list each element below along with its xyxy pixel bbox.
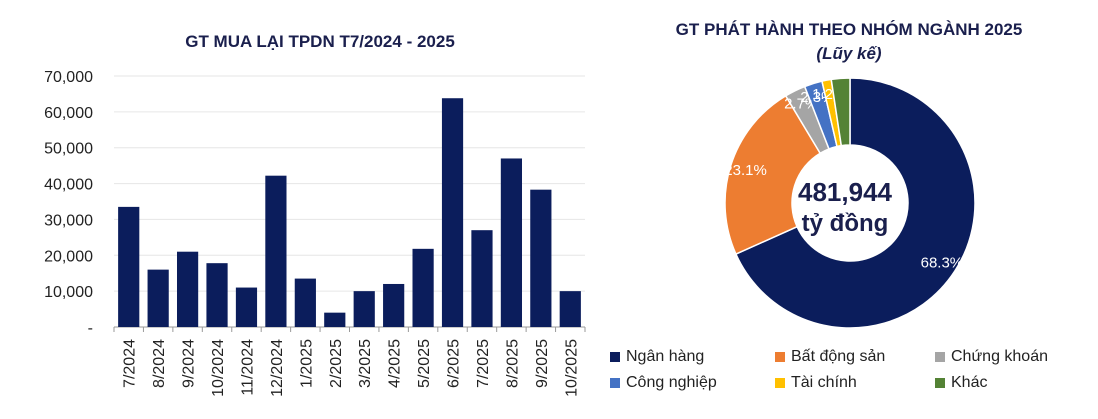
pie-chart-subtitle: (Lũy kế)	[816, 44, 882, 63]
bar	[500, 158, 523, 327]
legend-label: Ngân hàng	[626, 348, 705, 365]
x-tick-label: 10/2025	[563, 339, 580, 397]
legend-item: Khác	[935, 372, 1090, 394]
x-tick-label: 12/2024	[269, 339, 286, 397]
legend-label: Khác	[951, 374, 988, 391]
x-tick-label: 9/2024	[181, 339, 198, 388]
pie-center-unit: tỷ đồng	[802, 210, 889, 237]
x-tick-label: 7/2025	[475, 339, 492, 388]
y-tick-label: 60,000	[44, 105, 93, 122]
y-tick-label: 40,000	[44, 177, 93, 194]
pie-chart-panel: GT PHÁT HÀNH THEO NHÓM NGÀNH 2025 (Lũy k…	[600, 0, 1098, 414]
bar-chart-svg: - 10,000 20,000 30,000 40,000 50,000 60,000 70,…	[44, 69, 586, 397]
bar	[118, 206, 140, 327]
y-tick-label: 10,000	[44, 284, 93, 301]
bar	[383, 283, 405, 327]
y-tick-label: 50,000	[44, 141, 93, 158]
bar	[353, 291, 375, 327]
legend-label: Tài chính	[791, 374, 857, 391]
pie-slice	[830, 77, 851, 147]
legend-label: Công nghiệp	[626, 374, 717, 391]
bar	[471, 230, 493, 327]
legend-label: Chứng khoán	[951, 348, 1048, 365]
pie-center-value: 481,944	[798, 177, 893, 207]
legend-swatch	[610, 378, 620, 388]
x-tick-label: 3/2025	[357, 339, 374, 388]
legend-item: Công nghiệp	[610, 372, 775, 394]
bar	[441, 98, 464, 327]
bar	[147, 269, 169, 327]
y-tick-label: 20,000	[44, 248, 93, 265]
x-tick-label: 2/2025	[328, 339, 345, 388]
x-tick-label: 8/2024	[151, 339, 168, 388]
x-tick-label: 7/2024	[122, 339, 139, 388]
legend-item: Ngân hàng	[610, 346, 775, 368]
x-tick-label: 6/2025	[446, 339, 463, 388]
bar-chart-panel: GT MUA LẠI TPDN T7/2024 - 2025 - 10,000 20…	[44, 32, 586, 397]
pie-data-label: 23.1%	[724, 162, 767, 179]
x-tick-label: 11/2024	[239, 339, 256, 396]
bar-chart-title: GT MUA LẠI TPDN T7/2024 - 2025	[185, 32, 455, 51]
legend-swatch	[610, 352, 620, 362]
bar	[235, 287, 258, 327]
x-tick-label: 4/2025	[387, 339, 404, 388]
bar	[530, 189, 552, 327]
x-tick-label: 5/2025	[416, 339, 433, 388]
bar	[294, 278, 316, 327]
y-tick-label: -	[88, 320, 93, 337]
bar	[324, 312, 346, 327]
x-tick-label: 1/2025	[298, 339, 315, 388]
x-tick-label: 9/2025	[534, 339, 551, 388]
legend-item: Chứng khoán	[935, 346, 1090, 368]
y-tick-label: 30,000	[44, 212, 93, 229]
legend-label: Bất động sản	[791, 348, 886, 365]
pie-legend: Ngân hàng Bất động sản Chứng khoán Công ngh…	[610, 346, 1090, 394]
legend-item: Tài chính	[775, 372, 935, 394]
legend-swatch	[935, 352, 945, 362]
x-tick-label: 8/2025	[504, 339, 521, 388]
legend-item: Bất động sản	[775, 346, 935, 368]
pie-data-label: 68.3%	[921, 255, 964, 272]
y-tick-label: 70,000	[44, 69, 93, 86]
x-tick-label: 10/2024	[210, 339, 227, 397]
bar	[412, 248, 434, 327]
legend-swatch	[775, 378, 785, 388]
legend-swatch	[775, 352, 785, 362]
pie-slice	[734, 77, 976, 329]
pie-chart-title: GT PHÁT HÀNH THEO NHÓM NGÀNH 2025	[675, 20, 1023, 39]
bar	[265, 175, 287, 327]
bar	[176, 251, 199, 327]
bar	[206, 263, 228, 327]
bar	[559, 291, 581, 327]
legend-swatch	[935, 378, 945, 388]
pie-slice	[724, 94, 822, 256]
